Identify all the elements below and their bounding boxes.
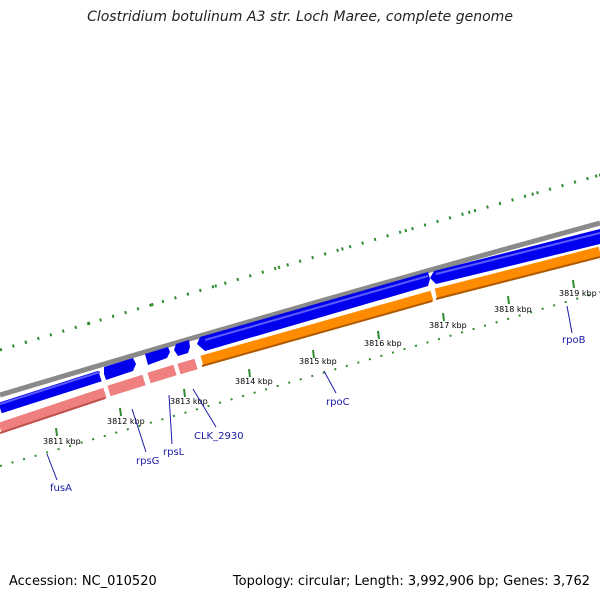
gene-shadow [0, 397, 106, 434]
gene-rpsL [147, 364, 177, 384]
gene-leader-lines [46, 305, 573, 481]
gene-shadow [201, 300, 433, 367]
gene-strand [0, 246, 600, 434]
cds-highlight [0, 371, 101, 405]
inner-major-tick [377, 330, 380, 340]
tick-label-3819: 3819 kbp [559, 289, 597, 298]
tick-label-3812: 3812 kbp [107, 417, 145, 426]
tick-label-3811: 3811 kbp [43, 437, 81, 446]
leader-CLK-2930 [192, 388, 217, 428]
gene-rpoB [434, 246, 600, 300]
gene-label-rpoB: rpoB [562, 335, 586, 346]
cds-fusA [0, 370, 102, 414]
gene-CLK-2930 [177, 358, 198, 375]
gene-fusA [0, 387, 107, 434]
inner-major-tick [248, 368, 251, 378]
gene-label-rpsL: rpsL [163, 447, 185, 458]
leader-rpsG [131, 408, 147, 453]
tick-label-3815: 3815 kbp [299, 357, 337, 366]
gene-rpsG [107, 374, 146, 397]
gene-labels: fusA rpsG rpsL CLK_2930 rpoC rpoB [50, 335, 586, 494]
cds-CLK-2930 [174, 340, 190, 356]
tick-label-3816: 3816 kbp [364, 339, 402, 348]
gene-rpoC [200, 290, 434, 367]
tick-label-3813: 3813 kbp [170, 397, 208, 406]
gene-label-CLK-2930: CLK_2930 [194, 431, 244, 442]
inner-major-tick [119, 407, 122, 417]
cds-rpsL [145, 347, 170, 365]
cds-rpsG [104, 358, 136, 380]
leader-rpoC [323, 370, 337, 394]
gene-shadow [435, 256, 600, 300]
tick-labels: 3811 kbp 3812 kbp 3813 kbp 3814 kbp 3815… [43, 289, 597, 446]
gene-label-fusA: fusA [50, 483, 72, 494]
inner-major-tick [442, 312, 445, 322]
inner-major-tick [183, 388, 186, 398]
inner-major-ticks [55, 279, 575, 437]
tick-label-3818: 3818 kbp [494, 305, 532, 314]
inner-major-tick [312, 349, 315, 359]
genome-summary: Topology: circular; Length: 3,992,906 bp… [232, 574, 590, 589]
forward-strand-cds [0, 229, 600, 414]
genome-backbone [0, 220, 600, 398]
tick-label-3814: 3814 kbp [235, 377, 273, 386]
inner-major-tick [55, 427, 58, 437]
outer-tick-ring [0, 173, 600, 352]
map-title: Clostridium botulinum A3 str. Loch Maree… [87, 9, 513, 25]
tick-label-3817: 3817 kbp [429, 321, 467, 330]
inner-major-tick [572, 279, 575, 289]
inner-tick-ring [0, 291, 600, 467]
leader-fusA [46, 453, 58, 481]
leader-rpsL [168, 394, 173, 445]
cds-highlight [204, 275, 429, 341]
leader-rpoB [566, 305, 573, 334]
cds-highlight [435, 232, 600, 275]
inner-major-tick [507, 295, 510, 305]
gene-label-rpoC: rpoC [326, 397, 350, 408]
gene-label-rpsG: rpsG [136, 456, 159, 467]
accession-label: Accession: NC_010520 [9, 574, 157, 589]
